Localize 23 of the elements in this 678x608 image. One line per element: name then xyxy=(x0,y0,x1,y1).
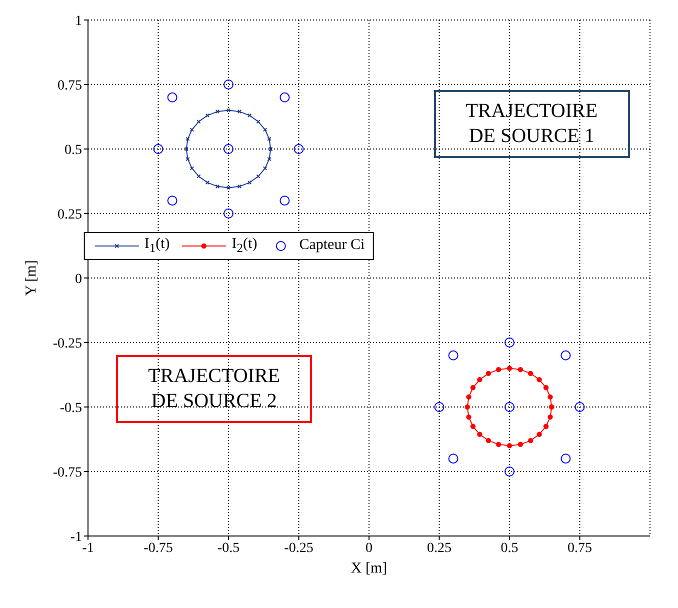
x-tick-label: -0.25 xyxy=(284,540,314,556)
annotation: TRAJECTOIRE DE SOURCE 2 xyxy=(147,364,282,414)
x-tick-label: 0.25 xyxy=(427,540,452,556)
y-tick-label: -1 xyxy=(70,530,82,545)
x-tick-label: 0 xyxy=(366,540,372,556)
x-tick-label: 0.75 xyxy=(568,540,592,556)
x-axis-title: X [m] xyxy=(350,560,388,577)
y-tick-label: -0.75 xyxy=(52,465,82,480)
legend-label: I$_{2}$(t) xyxy=(232,236,258,256)
annotation: TRAJECTOIRE DE SOURCE 1 xyxy=(464,98,599,149)
y-tick-label: -0.5 xyxy=(60,400,82,416)
y-tick-label: 0.5 xyxy=(64,142,82,158)
y-axis-title: Y [m] xyxy=(23,260,40,296)
x-tick-label: 0.5 xyxy=(500,540,518,556)
y-tick-label: 0.25 xyxy=(58,207,82,222)
x-tick-label: -0.75 xyxy=(144,540,173,556)
x-tick-label: -0.5 xyxy=(217,540,240,556)
y-tick-label: 1 xyxy=(75,14,82,29)
legend-label: Capteur Ci xyxy=(299,237,365,254)
legend-label: I$_{1}$(t) xyxy=(144,236,170,256)
y-tick-label: 0 xyxy=(75,272,82,287)
y-tick-label: 0.75 xyxy=(58,78,82,94)
y-tick-label: -0.25 xyxy=(52,336,82,352)
